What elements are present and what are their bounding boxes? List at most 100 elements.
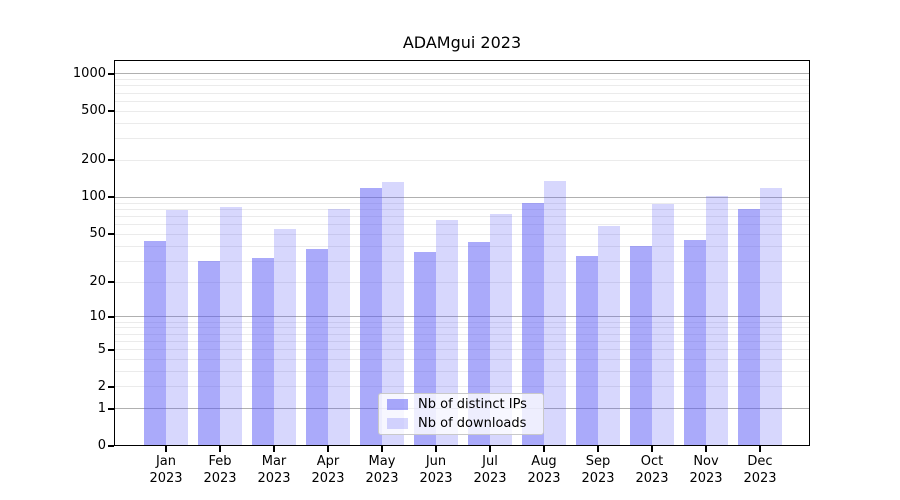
bar-distinct-ips (630, 246, 652, 446)
bar-distinct-ips (306, 248, 328, 446)
x-axis-tick (705, 446, 707, 452)
y-axis-tick-label: 2 (97, 378, 106, 394)
bar-downloads (220, 207, 242, 446)
grid-line-minor (114, 202, 810, 204)
legend-label-distinct-ips: Nb of distinct IPs (418, 397, 527, 412)
bar-distinct-ips (360, 188, 382, 446)
y-axis-tick (108, 445, 114, 447)
month-label: Aug (531, 454, 557, 469)
y-axis-tick (108, 159, 114, 162)
x-axis-tick-label: Dec 2023 (730, 453, 790, 487)
x-axis-tick (327, 446, 329, 452)
grid-line-minor (114, 327, 810, 329)
year-label: 2023 (581, 471, 615, 486)
grid-line-major (114, 196, 810, 198)
grid-line-minor (114, 85, 810, 87)
x-axis-tick-label: Apr 2023 (298, 453, 358, 487)
bar-distinct-ips (738, 208, 760, 446)
x-axis-tick (165, 446, 167, 452)
y-axis-tick (108, 72, 114, 75)
month-label: Feb (208, 454, 232, 469)
x-axis-tick (219, 446, 221, 452)
x-axis-tick (651, 446, 653, 452)
month-label: Oct (640, 454, 664, 469)
x-axis-tick-label: Jul 2023 (460, 453, 520, 487)
grid-line-minor (114, 110, 810, 112)
x-axis-tick (489, 446, 491, 452)
bar-downloads (760, 187, 782, 446)
y-axis-tick (108, 281, 114, 284)
year-label: 2023 (257, 471, 291, 486)
y-axis-tick-label: 10 (89, 308, 106, 324)
year-label: 2023 (149, 471, 183, 486)
x-axis-tick-label: Nov 2023 (676, 453, 736, 487)
y-axis-tick-label: 0 (97, 438, 106, 453)
bar-distinct-ips (522, 202, 544, 446)
month-label: Apr (316, 454, 340, 469)
grid-line-minor (114, 321, 810, 323)
grid-line-minor (114, 358, 810, 360)
grid-line-minor (114, 349, 810, 350)
bar-distinct-ips (198, 261, 220, 446)
grid-line-minor (114, 100, 810, 102)
bar-distinct-ips (576, 256, 598, 446)
legend-swatch-downloads (387, 418, 408, 429)
chart-title: ADAMgui 2023 (402, 33, 522, 52)
month-label: Jun (425, 454, 447, 469)
y-axis-tick-label: 100 (81, 189, 106, 205)
y-axis-tick (108, 385, 114, 388)
x-axis-tick (759, 446, 761, 452)
x-axis-tick-label: Oct 2023 (622, 453, 682, 487)
bar-downloads (652, 203, 674, 446)
grid-line-minor (114, 92, 810, 94)
grid-line-major (114, 316, 810, 318)
x-axis-tick-label: May 2023 (352, 453, 412, 487)
bar-downloads (274, 229, 296, 446)
bar-downloads (490, 213, 512, 446)
grid-line-minor (114, 215, 810, 217)
year-label: 2023 (419, 471, 453, 486)
x-axis-tick-label: Aug 2023 (514, 453, 574, 487)
bar-distinct-ips (144, 241, 166, 446)
y-axis-tick-label: 1 (97, 400, 106, 416)
grid-line-minor (114, 208, 810, 210)
y-axis-tick-label: 500 (81, 103, 106, 119)
year-label: 2023 (743, 471, 777, 486)
x-axis-tick (597, 446, 599, 452)
y-axis-tick (108, 233, 114, 236)
month-label: Sep (585, 454, 611, 469)
x-axis-tick-label: Jan 2023 (136, 453, 196, 487)
grid-line-minor (114, 370, 810, 372)
x-axis-tick (543, 446, 545, 452)
y-axis-tick-label: 50 (89, 226, 106, 242)
month-label: Dec (747, 454, 773, 469)
month-label: May (368, 454, 396, 469)
grid-line-minor (114, 340, 810, 342)
year-label: 2023 (311, 471, 345, 486)
legend-item-distinct-ips: Nb of distinct IPs (379, 396, 543, 413)
y-axis-tick (108, 196, 114, 199)
grid-line-minor (114, 386, 810, 388)
year-label: 2023 (203, 471, 237, 486)
year-label: 2023 (635, 471, 669, 486)
bar-downloads (436, 220, 458, 446)
bar-downloads (598, 226, 620, 446)
year-label: 2023 (527, 471, 561, 486)
x-axis-tick-label: Feb 2023 (190, 453, 250, 487)
legend-swatch-distinct-ips (387, 399, 408, 410)
legend-item-downloads: Nb of downloads (379, 415, 543, 432)
x-axis-tick-label: Mar 2023 (244, 453, 304, 487)
x-axis-tick (381, 446, 383, 452)
month-label: Mar (261, 454, 287, 469)
grid-line-minor (114, 333, 810, 335)
month-label: Nov (693, 454, 719, 469)
bar-downloads (382, 181, 404, 446)
x-axis-tick (273, 446, 275, 452)
x-axis-tick-label: Jun 2023 (406, 453, 466, 487)
grid-line-minor (114, 281, 810, 283)
year-label: 2023 (689, 471, 723, 486)
y-axis-tick (108, 110, 114, 113)
grid-line-minor (114, 233, 810, 235)
bar-distinct-ips (252, 257, 274, 446)
